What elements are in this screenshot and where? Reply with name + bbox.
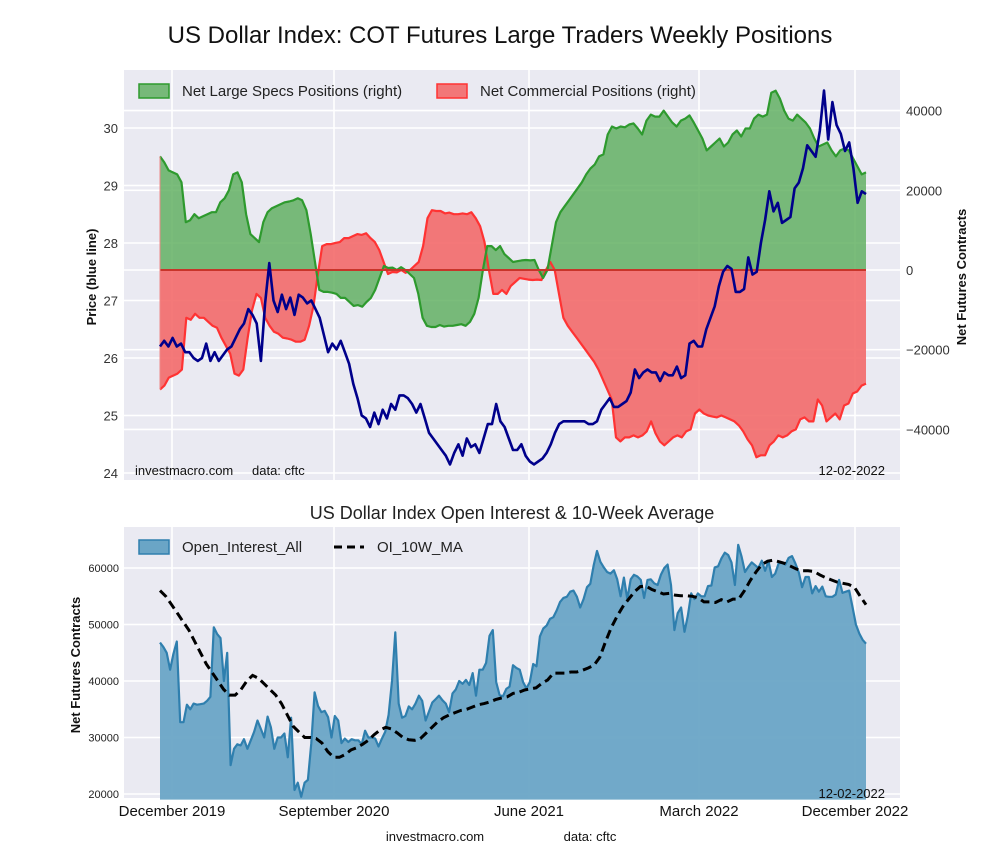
oi-tick-label: 50000 <box>88 620 119 632</box>
price-tick-label: 26 <box>104 351 118 366</box>
x-tick-label: June 2021 <box>494 803 564 820</box>
legend-label-oi: Open_Interest_All <box>182 539 302 556</box>
specs-line <box>159 89 867 329</box>
footer-data: data: cftc <box>564 829 617 844</box>
price-line <box>158 89 867 466</box>
legend-swatch-oi <box>138 539 170 555</box>
price-tick-label: 28 <box>104 236 118 251</box>
open-interest-line <box>159 543 867 798</box>
commercial-line <box>159 209 867 459</box>
x-tick-label: March 2022 <box>659 803 738 820</box>
date-note: 12-02-2022 <box>819 463 886 478</box>
left-axis-label: Price (blue line) <box>84 229 99 326</box>
oi-areas <box>158 543 868 800</box>
specs-area <box>160 90 866 327</box>
x-tick-label: December 2019 <box>119 803 226 820</box>
footer-source: investmacro.com <box>386 829 484 844</box>
legend-swatch-specs <box>138 83 170 99</box>
legend-label-specs: Net Large Specs Positions (right) <box>182 83 402 100</box>
chart-title: US Dollar Index: COT Futures Large Trade… <box>167 22 833 49</box>
source-note: investmacro.com <box>135 463 233 478</box>
oi-tick-label: 60000 <box>88 563 119 575</box>
open-interest-panel: 20000 30000 40000 50000 60000 December 2019 Se… <box>68 527 908 844</box>
price-tick-label: 24 <box>104 466 118 481</box>
oi-chart-title: US Dollar Index Open Interest & 10-Week … <box>309 503 715 523</box>
price-line-group <box>158 89 867 466</box>
price-tick-label: 27 <box>104 294 118 309</box>
legend-label-ma: OI_10W_MA <box>377 539 463 556</box>
contracts-tick-label: −20000 <box>906 343 950 358</box>
contracts-tick-label: −40000 <box>906 422 950 437</box>
x-tick-label: December 2022 <box>802 803 909 820</box>
oi-legend: Open_Interest_All OI_10W_MA <box>138 539 463 556</box>
price-tick-label: 25 <box>104 409 118 424</box>
right-axis-label: Net Futures Contracts <box>954 209 969 346</box>
x-tick-label: September 2020 <box>279 803 390 820</box>
oi-tick-label: 20000 <box>88 789 119 801</box>
contracts-tick-label: 40000 <box>906 104 942 119</box>
commercial-area <box>160 210 866 458</box>
price-tick-label: 30 <box>104 121 118 136</box>
oi-axis-label: Net Futures Contracts <box>68 597 83 734</box>
oi-tick-label: 30000 <box>88 733 119 745</box>
positions-panel: 24 25 26 27 28 29 30 −40000 −20000 0 20000 40000 Ne… <box>84 70 969 481</box>
contracts-tick-label: 20000 <box>906 183 942 198</box>
ma-10w-line <box>158 558 868 759</box>
positions-legend: Net Large Specs Positions (right) Net Co… <box>138 83 696 100</box>
legend-swatch-commercial <box>436 83 468 99</box>
oi-ticks: 20000 30000 40000 50000 60000 December 2019 Se… <box>88 563 908 820</box>
data-note: data: cftc <box>252 463 305 478</box>
contracts-tick-label: 0 <box>906 263 913 278</box>
positions-areas <box>159 89 867 459</box>
legend-label-commercial: Net Commercial Positions (right) <box>480 83 696 100</box>
oi-tick-label: 40000 <box>88 676 119 688</box>
price-tick-label: 29 <box>104 179 118 194</box>
oi-date-note: 12-02-2022 <box>819 786 886 801</box>
positions-ticks: 24 25 26 27 28 29 30 −40000 −20000 0 20000 40000 <box>104 104 950 481</box>
